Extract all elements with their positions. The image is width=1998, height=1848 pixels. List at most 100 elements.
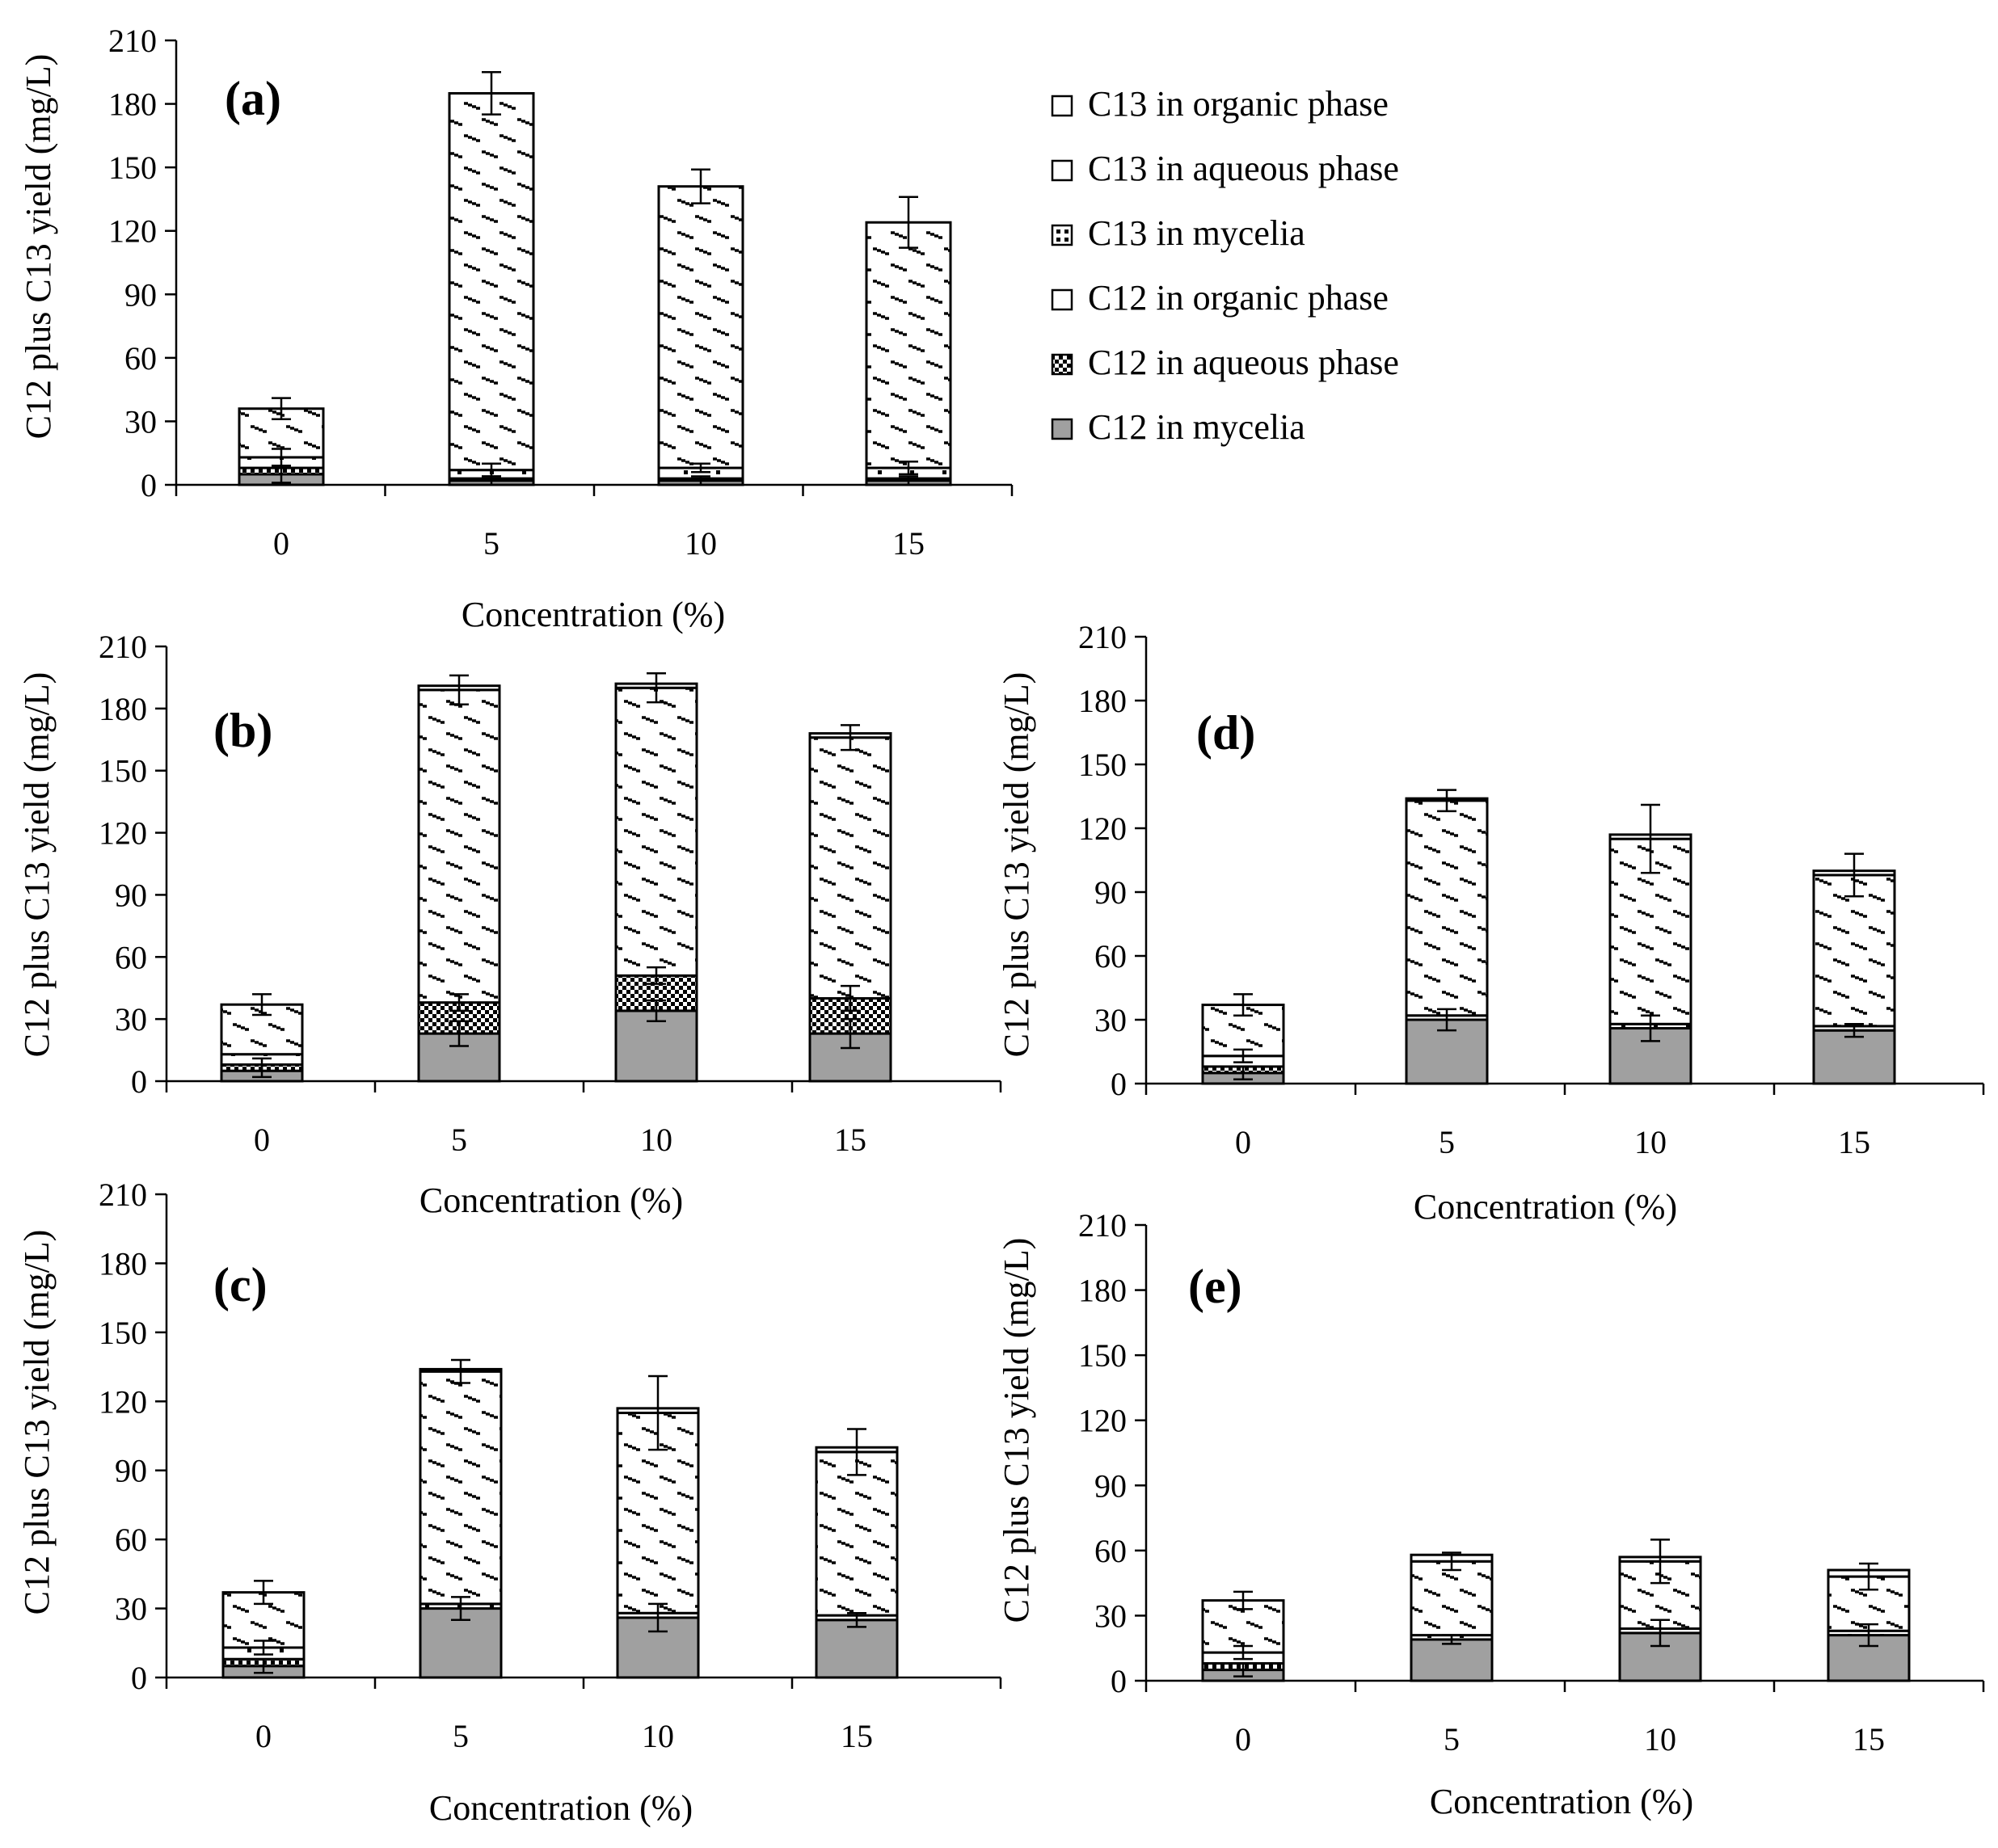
bar-segment [1410,1560,1494,1637]
legend-swatch-c13-mycelia [1051,224,1073,246]
x-tick-label: 5 [453,1718,469,1754]
y-tick-label: 60 [115,939,147,975]
bar-segment [419,1607,503,1679]
y-tick-label: 30 [115,1591,147,1627]
y-tick-label: 120 [1078,1403,1127,1439]
y-axis-title: C12 plus C13 yield (mg/L) [997,672,1036,1058]
legend-swatch-dot [1056,238,1060,242]
y-tick-label: 120 [99,815,147,852]
bar-segment [417,688,501,1004]
x-axis-title: Concentration (%) [419,1181,683,1220]
bar-segment [657,185,744,469]
legend-swatch-c12-aqueous [1051,353,1073,376]
y-tick-label: 60 [124,340,157,377]
legend: C13 in organic phase C13 in aqueous phas… [1051,84,1399,447]
x-axis-title: Concentration (%) [1430,1782,1693,1821]
bar-segment [448,91,535,472]
y-tick-label: 90 [115,1453,147,1489]
x-tick-label: 10 [642,1718,674,1754]
x-axis-title: Concentration (%) [462,595,725,634]
x-tick-label: 5 [483,525,500,562]
legend-label-c12-organic: C12 in organic phase [1088,278,1389,318]
panel-a: (a) Concentration (%) C12 plus C13 yield… [19,23,1014,634]
legend-swatch-c12-mycelia [1051,418,1073,440]
y-tick-label: 210 [1078,1207,1127,1244]
y-tick-label: 0 [131,1660,147,1696]
x-tick-label: 10 [685,525,717,562]
y-tick-label: 150 [108,149,157,186]
x-tick-label: 15 [1838,1124,1870,1160]
y-tick-label: 120 [99,1383,147,1420]
legend-swatch-dot [1056,229,1060,234]
panel-c: (c) Concentration (%) Concentration (%) … [17,1177,1002,1828]
bar-segment [1812,873,1896,1028]
y-tick-label: 180 [99,691,147,727]
bar-segment [808,736,892,1000]
bar-segment [815,1619,899,1679]
x-tick-label: 0 [254,1122,270,1158]
y-axis-title: C12 plus C13 yield (mg/L) [17,1230,57,1615]
panel-e: (e) Concentration (%) C12 plus C13 yield… [997,1207,1985,1821]
bar-segment [1812,1029,1896,1085]
y-tick-label: 90 [124,276,157,313]
legend-label-c13-aqueous: C13 in aqueous phase [1088,149,1399,188]
y-tick-label: 30 [1094,1598,1127,1634]
y-tick-label: 120 [1078,810,1127,847]
y-tick-label: 180 [1078,1273,1127,1309]
y-tick-label: 150 [99,1315,147,1351]
bar-segment [865,221,952,469]
panel-label: (c) [213,1258,268,1311]
y-tick-label: 60 [1094,1533,1127,1569]
x-tick-label: 0 [1235,1124,1251,1160]
x-tick-label: 15 [834,1122,866,1158]
y-tick-label: 210 [1078,619,1127,655]
x-tick-label: 10 [1634,1124,1667,1160]
x-tick-label: 0 [273,525,289,562]
bar-segment [1405,799,1489,1017]
legend-swatch-dot [1064,238,1069,242]
panel-label: (e) [1188,1260,1242,1313]
panel-label: (d) [1196,706,1255,760]
y-axis-title: C12 plus C13 yield (mg/L) [17,672,57,1058]
y-tick-label: 120 [108,213,157,250]
legend-label-c12-mycelia: C12 in mycelia [1088,407,1305,447]
panel-label: (b) [213,704,272,757]
bar-segment [614,686,698,977]
y-tick-label: 30 [124,403,157,440]
bar-segment [614,1009,698,1083]
y-tick-label: 180 [1078,683,1127,719]
x-tick-label: 5 [451,1122,467,1158]
y-tick-label: 30 [1094,1002,1127,1038]
x-tick-label: 15 [841,1718,873,1754]
x-tick-label: 5 [1439,1124,1455,1160]
x-axis-title: Concentration (%) [1414,1187,1677,1227]
x-tick-label: 15 [1853,1721,1885,1757]
legend-swatch-dot [1064,229,1069,234]
y-tick-label: 90 [1094,874,1127,911]
y-tick-label: 60 [1094,938,1127,975]
x-tick-label: 0 [255,1718,272,1754]
y-tick-label: 0 [131,1063,147,1100]
x-tick-label: 10 [640,1122,672,1158]
y-tick-label: 180 [99,1245,147,1282]
x-tick-label: 10 [1644,1721,1676,1757]
y-tick-label: 30 [115,1001,147,1038]
bar-segment [1410,1638,1494,1682]
y-tick-label: 210 [108,23,157,59]
y-tick-label: 90 [1094,1467,1127,1504]
y-axis-title: C12 plus C13 yield (mg/L) [997,1238,1036,1623]
y-tick-label: 150 [99,753,147,789]
legend-label-c13-mycelia: C13 in mycelia [1088,213,1305,253]
y-tick-label: 0 [141,467,157,503]
y-tick-label: 60 [115,1522,147,1558]
y-tick-label: 150 [1078,747,1127,783]
y-tick-label: 180 [108,86,157,123]
bar-segment [419,1370,503,1606]
x-axis-title: Concentration (%) [429,1788,693,1828]
panel-d: (d) Concentration (%) C12 plus C13 yield… [997,619,1985,1227]
y-axis-title: C12 plus C13 yield (mg/L) [19,54,58,440]
y-tick-label: 210 [99,1177,147,1213]
x-tick-label: 15 [892,525,925,562]
y-tick-label: 0 [1111,1663,1127,1699]
